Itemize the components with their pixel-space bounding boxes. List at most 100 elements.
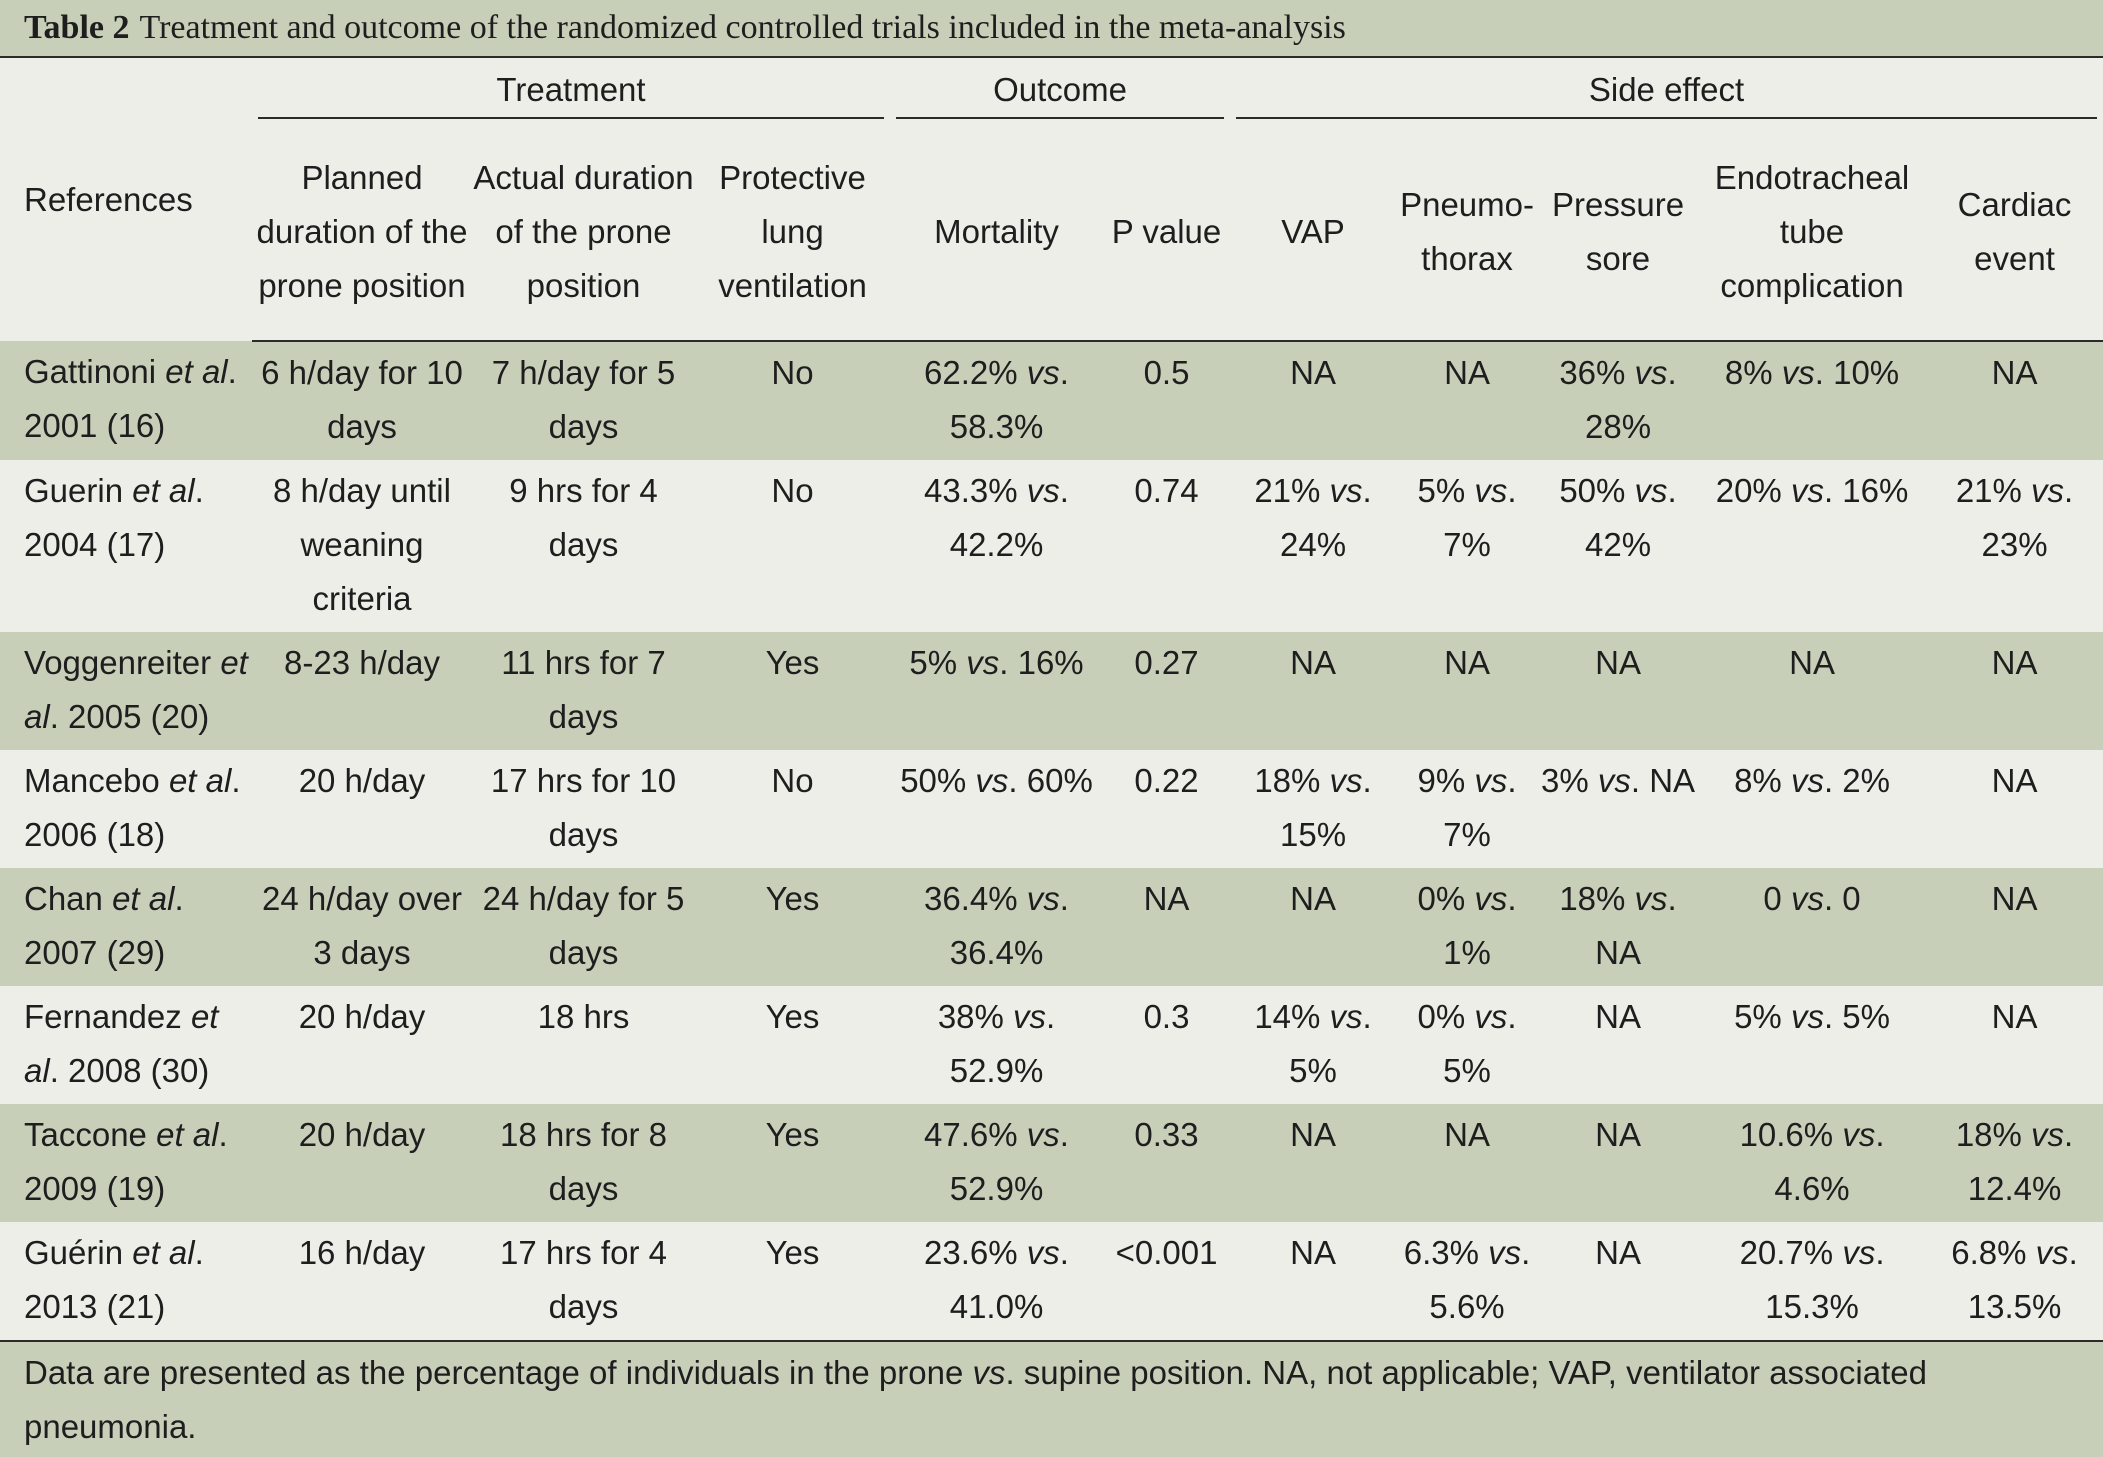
pneumothorax-cell: NA bbox=[1396, 632, 1538, 750]
endotracheal-supine-value: . 15.3% bbox=[1765, 1234, 1885, 1325]
table-row: Gattinoni et al. 2001 (16) 6 h/day for 10… bbox=[0, 341, 2103, 460]
vs-label: vs bbox=[1474, 762, 1508, 799]
treatment-group-header: Treatment bbox=[252, 58, 890, 124]
pneumothorax-cell: 9% vs. 7% bbox=[1396, 750, 1538, 868]
vs-label: vs bbox=[1790, 762, 1824, 799]
vap-cell: 21% vs. 24% bbox=[1230, 460, 1396, 632]
reference-cell: Guérin et al. 2013 (21) bbox=[0, 1222, 252, 1342]
table-body: Gattinoni et al. 2001 (16) 6 h/day for 10… bbox=[0, 341, 2103, 1342]
vs-label: vs bbox=[1474, 998, 1508, 1035]
pressure-cell: 18% vs. NA bbox=[1538, 868, 1698, 986]
pressure-cell: NA bbox=[1538, 632, 1698, 750]
group-header-row: References Treatment Outcome Side effect bbox=[0, 58, 2103, 218]
endotracheal-prone-value: 20% bbox=[1715, 472, 1791, 509]
actual-cell: 11 hrs for 7 days bbox=[472, 632, 695, 750]
pressure-value: NA bbox=[1595, 998, 1641, 1035]
endotracheal-supine-value: . 4.6% bbox=[1774, 1116, 1885, 1207]
pneumothorax-header: Pneumo- thorax bbox=[1396, 124, 1539, 342]
pvalue-value: 0.5 bbox=[1143, 354, 1190, 391]
cardiac-prone-value: 21% bbox=[1955, 472, 2032, 509]
planned-duration-header: Planned duration of the prone position bbox=[252, 124, 472, 342]
endotracheal-prone-value: 5% bbox=[1734, 998, 1791, 1035]
reference-etal: et al bbox=[24, 644, 248, 735]
pressure-cell: 3% vs. NA bbox=[1538, 750, 1698, 868]
vap-value: NA bbox=[1290, 880, 1336, 917]
reference-cell: Guerin et al. 2004 (17) bbox=[0, 460, 252, 632]
protective-value: No bbox=[771, 762, 814, 799]
vs-label: vs bbox=[1329, 762, 1363, 799]
planned-value: 24 h/day over 3 days bbox=[262, 880, 462, 971]
pvalue-value: 0.33 bbox=[1134, 1116, 1199, 1153]
mortality-prone-value: 50% bbox=[900, 762, 976, 799]
protective-value: Yes bbox=[765, 644, 820, 681]
protective-cell: Yes bbox=[695, 1222, 891, 1342]
pressure-value: NA bbox=[1595, 1234, 1641, 1271]
pressure-prone-value: 3% bbox=[1541, 762, 1598, 799]
vap-prone-value: 14% bbox=[1254, 998, 1330, 1035]
footnote-text-1: Data are presented as the percentage of … bbox=[24, 1354, 973, 1391]
protective-cell: No bbox=[695, 750, 890, 868]
pressure-value: NA bbox=[1595, 644, 1641, 681]
planned-cell: 20 h/day bbox=[252, 1104, 472, 1222]
cardiac-event-header: Cardiac event bbox=[1926, 124, 2103, 342]
protective-cell: Yes bbox=[695, 1104, 890, 1222]
mortality-cell: 47.6% vs. 52.9% bbox=[890, 1104, 1103, 1222]
mortality-supine-value: . 52.9% bbox=[949, 998, 1056, 1089]
pressure-value: NA bbox=[1595, 1116, 1641, 1153]
footnote-vs: vs bbox=[972, 1354, 1006, 1391]
actual-cell: 7 h/day for 5 days bbox=[472, 341, 695, 460]
vs-label: vs bbox=[1013, 998, 1047, 1035]
table-row: Guerin et al. 2004 (17) 8 h/day until wea… bbox=[0, 460, 2103, 632]
actual-value: 11 hrs for 7 days bbox=[501, 644, 666, 735]
cardiac-cell: 18% vs. 12.4% bbox=[1926, 1104, 2103, 1222]
trials-table: References Treatment Outcome Side effect… bbox=[0, 58, 2103, 1342]
pneumothorax-prone-value: 0% bbox=[1417, 998, 1475, 1035]
mortality-cell: 43.3% vs. 42.2% bbox=[890, 460, 1103, 632]
cardiac-supine-value: . 12.4% bbox=[1967, 1116, 2074, 1207]
protective-value: No bbox=[771, 472, 814, 509]
pneumothorax-supine-value: . 5% bbox=[1443, 998, 1517, 1089]
reference-etal: et al bbox=[168, 762, 232, 799]
actual-cell: 17 hrs for 4 days bbox=[472, 1222, 695, 1342]
endotracheal-prone-value: 20.7% bbox=[1739, 1234, 1843, 1271]
pneumothorax-cell: 6.3% vs. 5.6% bbox=[1396, 1222, 1539, 1342]
reference-author: Chan bbox=[24, 880, 113, 917]
endotracheal-supine-value: . 0 bbox=[1823, 880, 1861, 917]
protective-value: Yes bbox=[765, 880, 820, 917]
cardiac-prone-value: 6.8% bbox=[1951, 1234, 2036, 1271]
planned-value: 20 h/day bbox=[298, 1116, 426, 1153]
mortality-prone-value: 5% bbox=[909, 644, 967, 681]
vs-label: vs bbox=[1597, 762, 1631, 799]
vap-supine-value: . 15% bbox=[1280, 762, 1372, 853]
pvalue-value: 0.74 bbox=[1134, 472, 1199, 509]
vs-label: vs bbox=[1781, 354, 1815, 391]
mortality-header: Mortality bbox=[890, 124, 1104, 342]
pressure-supine-value: . 28% bbox=[1585, 354, 1677, 445]
planned-value: 20 h/day bbox=[298, 998, 426, 1035]
planned-cell: 8-23 h/day bbox=[252, 632, 472, 750]
vs-label: vs bbox=[1026, 880, 1060, 917]
cardiac-cell: 21% vs. 23% bbox=[1926, 460, 2103, 632]
vap-supine-value: . 24% bbox=[1280, 472, 1372, 563]
reference-author: Gattinoni bbox=[24, 353, 166, 390]
endotracheal-prone-value: 8% bbox=[1724, 354, 1782, 391]
mortality-supine-value: . 42.2% bbox=[949, 472, 1069, 563]
vs-label: vs bbox=[2031, 472, 2065, 509]
references-header: References bbox=[24, 180, 193, 218]
protective-cell: Yes bbox=[695, 986, 890, 1104]
p-value-header: P value bbox=[1103, 124, 1231, 342]
vs-label: vs bbox=[1488, 1234, 1522, 1271]
planned-value: 8 h/day until weaning criteria bbox=[273, 472, 451, 617]
pneumothorax-value: NA bbox=[1444, 354, 1490, 391]
planned-cell: 16 h/day bbox=[252, 1222, 472, 1342]
protective-value: Yes bbox=[765, 1234, 820, 1271]
pvalue-cell: 0.3 bbox=[1103, 986, 1230, 1104]
vap-value: NA bbox=[1290, 1234, 1336, 1271]
mortality-prone-value: 47.6% bbox=[924, 1116, 1027, 1153]
endotracheal-prone-value: 0 bbox=[1763, 880, 1791, 917]
pvalue-value: 0.22 bbox=[1134, 762, 1199, 799]
actual-value: 17 hrs for 4 days bbox=[500, 1234, 667, 1325]
endotracheal-cell: 8% vs. 10% bbox=[1698, 341, 1926, 460]
planned-cell: 8 h/day until weaning criteria bbox=[252, 460, 472, 632]
